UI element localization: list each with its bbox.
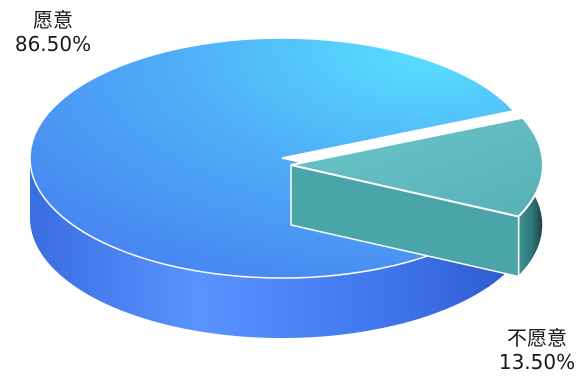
slice-1-side	[29, 158, 510, 339]
slice-1-name: 愿意	[33, 8, 73, 32]
slice-1-value: 86.50%	[14, 32, 92, 56]
slice-label-2: 不愿意 13.50%	[494, 326, 580, 374]
slice-2-value: 13.50%	[498, 350, 576, 374]
slice-2	[290, 116, 544, 218]
slice-label-1: 愿意 86.50%	[12, 8, 94, 56]
slice-2-name: 不愿意	[507, 326, 567, 350]
